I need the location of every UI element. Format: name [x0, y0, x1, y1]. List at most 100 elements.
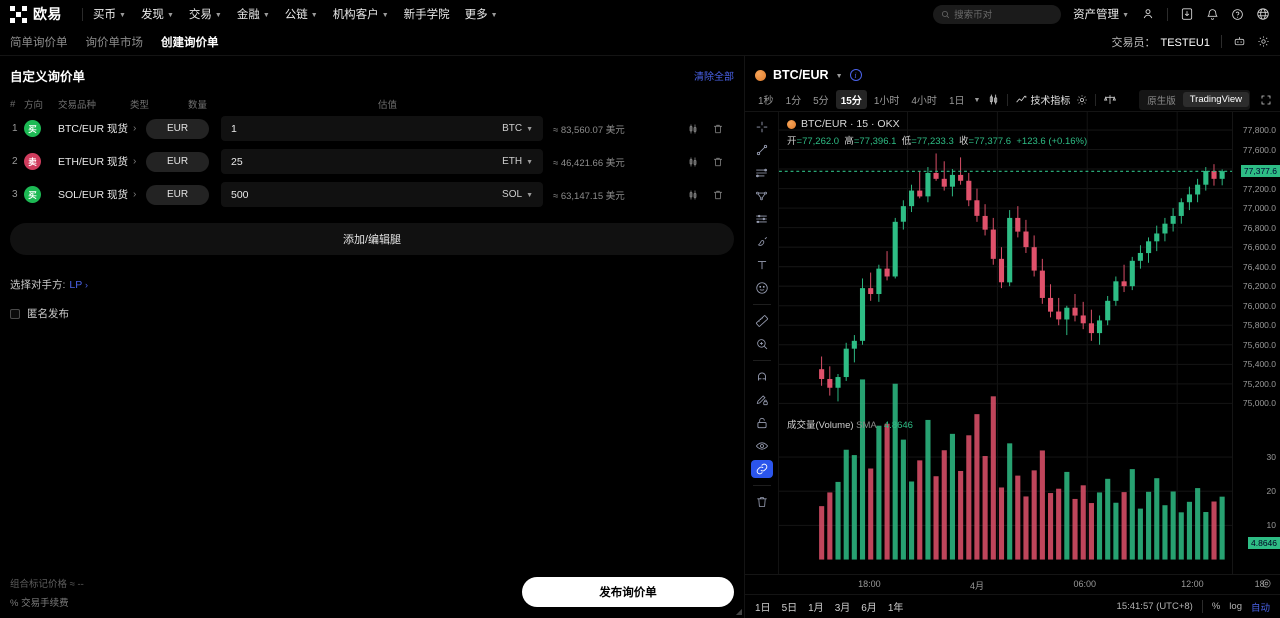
- range-5d[interactable]: 5日: [781, 603, 798, 614]
- axis-settings-icon[interactable]: [1261, 578, 1272, 589]
- quantity-currency-selector[interactable]: SOL ▼: [502, 189, 533, 200]
- emoji-icon[interactable]: [751, 279, 773, 297]
- direction-badge[interactable]: 卖: [24, 153, 41, 170]
- trash-icon[interactable]: [751, 493, 773, 511]
- nav-item-finance[interactable]: 金融 ▼: [237, 6, 270, 22]
- eye-icon[interactable]: [751, 437, 773, 455]
- delete-row-icon[interactable]: [712, 156, 724, 168]
- publish-rfq-button[interactable]: 发布询价单: [522, 577, 734, 607]
- type-selector[interactable]: EUR: [146, 184, 209, 205]
- price-axis[interactable]: 77,800.077,600.077,400.077,200.077,000.0…: [1232, 112, 1280, 574]
- robot-icon[interactable]: [1233, 35, 1246, 48]
- tab-create-rfq[interactable]: 创建询价单: [161, 28, 219, 55]
- nav-item-chain[interactable]: 公链 ▼: [285, 6, 318, 22]
- percent-scale-button[interactable]: %: [1211, 601, 1221, 612]
- indicators-label[interactable]: 技术指标: [1030, 96, 1071, 107]
- download-icon[interactable]: [1180, 7, 1194, 21]
- clear-all-button[interactable]: 清除全部: [694, 71, 734, 83]
- help-icon[interactable]: [1231, 8, 1244, 21]
- chart-settings-gear-icon[interactable]: [1076, 94, 1088, 106]
- anonymous-publish-row[interactable]: 匿名发布: [10, 306, 734, 321]
- timeframe-1s[interactable]: 1秒: [758, 96, 774, 107]
- time-axis[interactable]: 18:00 4月 06:00 12:00 18:: [745, 574, 1280, 594]
- candle-chart-icon[interactable]: [687, 156, 699, 168]
- add-edit-leg-button[interactable]: 添加/编辑腿: [10, 223, 734, 255]
- candle-chart-icon[interactable]: [687, 123, 699, 135]
- mode-native[interactable]: 原生版: [1147, 95, 1176, 107]
- timeframe-1h[interactable]: 1小时: [873, 96, 900, 107]
- range-1mo[interactable]: 1月: [808, 603, 824, 614]
- search-input[interactable]: 搜索币对: [933, 4, 1062, 24]
- indicators-icon[interactable]: [1015, 93, 1028, 106]
- nav-item-more[interactable]: 更多 ▼: [465, 6, 498, 22]
- link-icon[interactable]: [750, 460, 773, 478]
- direction-cell[interactable]: 买: [24, 186, 58, 203]
- counterparty-selector[interactable]: LP ›: [69, 279, 88, 291]
- timeframe-4h[interactable]: 4小时: [911, 96, 937, 107]
- direction-badge[interactable]: 买: [24, 186, 41, 203]
- pencil-lock-icon[interactable]: [751, 391, 773, 409]
- log-scale-button[interactable]: log: [1229, 601, 1242, 612]
- fib-icon[interactable]: [751, 210, 773, 228]
- notifications-bell-icon[interactable]: [1206, 8, 1219, 21]
- pitchfork-icon[interactable]: [751, 187, 773, 205]
- fullscreen-icon[interactable]: [1260, 94, 1272, 106]
- resize-grip-icon[interactable]: ◢: [735, 607, 742, 616]
- table-row[interactable]: 1 买 BTC/EUR 现货 › EUR 1 BTC ▼: [8, 114, 736, 143]
- type-selector[interactable]: EUR: [146, 151, 209, 172]
- tab-rfq-market[interactable]: 询价单市场: [86, 28, 144, 55]
- info-icon[interactable]: i: [849, 69, 862, 81]
- quantity-currency-selector[interactable]: ETH ▼: [502, 156, 533, 167]
- language-globe-icon[interactable]: [1256, 7, 1270, 21]
- instrument-cell[interactable]: BTC/EUR 现货 ›: [58, 121, 146, 136]
- quantity-input[interactable]: 1 BTC ▼: [221, 116, 543, 141]
- user-account-icon[interactable]: [1141, 7, 1155, 21]
- table-row[interactable]: 2 卖 ETH/EUR 现货 › EUR 25 ETH ▼: [8, 147, 736, 176]
- trendline-icon[interactable]: [751, 141, 773, 159]
- type-selector[interactable]: EUR: [146, 118, 209, 139]
- range-1d[interactable]: 1日: [755, 603, 771, 614]
- timeframe-1m[interactable]: 1分: [785, 96, 802, 107]
- nav-item-trade[interactable]: 交易 ▼: [189, 6, 222, 22]
- anonymous-checkbox[interactable]: [10, 308, 20, 319]
- asset-management-menu[interactable]: 资产管理 ▼: [1073, 6, 1129, 22]
- brand-logo[interactable]: 欧易: [10, 4, 62, 24]
- tab-simple-rfq[interactable]: 简单询价单: [10, 28, 68, 55]
- direction-cell[interactable]: 买: [24, 120, 58, 137]
- chart-plot[interactable]: BTC/EUR · 15 · OKX 开=77,262.0 高=77,396.1…: [779, 112, 1232, 574]
- timeframe-5m[interactable]: 5分: [813, 96, 829, 107]
- delete-row-icon[interactable]: [712, 123, 724, 135]
- instrument-cell[interactable]: ETH/EUR 现货 ›: [58, 154, 146, 169]
- chevron-down-icon[interactable]: ▼: [973, 97, 981, 104]
- timeframe-1d[interactable]: 1日: [948, 96, 965, 107]
- candle-type-icon[interactable]: [987, 93, 1000, 106]
- settings-gear-icon[interactable]: [1257, 35, 1270, 48]
- horizontal-lines-icon[interactable]: [751, 164, 773, 182]
- range-3mo[interactable]: 3月: [834, 603, 851, 614]
- range-6mo[interactable]: 6月: [861, 603, 877, 614]
- quantity-input[interactable]: 25 ETH ▼: [221, 149, 543, 174]
- direction-cell[interactable]: 卖: [24, 153, 58, 170]
- table-row[interactable]: 3 买 SOL/EUR 现货 › EUR 500 SOL ▼: [8, 180, 736, 209]
- nav-item-academy[interactable]: 新手学院: [404, 6, 450, 22]
- brush-icon[interactable]: [751, 233, 773, 251]
- candle-chart-icon[interactable]: [687, 189, 699, 201]
- direction-badge[interactable]: 买: [24, 120, 41, 137]
- magnet-icon[interactable]: [751, 368, 773, 386]
- nav-item-buy-crypto[interactable]: 买币 ▼: [93, 6, 126, 22]
- auto-scale-button[interactable]: 自动: [1250, 602, 1270, 614]
- ruler-icon[interactable]: [751, 312, 773, 330]
- crosshair-icon[interactable]: [751, 118, 773, 136]
- mode-tradingview[interactable]: TradingView: [1182, 92, 1249, 107]
- nav-item-institutional[interactable]: 机构客户 ▼: [333, 6, 389, 22]
- range-1y[interactable]: 1年: [887, 603, 904, 614]
- lock-icon[interactable]: [751, 414, 773, 432]
- quantity-input[interactable]: 500 SOL ▼: [221, 182, 543, 207]
- quantity-currency-selector[interactable]: BTC ▼: [502, 123, 533, 134]
- instrument-cell[interactable]: SOL/EUR 现货 ›: [58, 187, 146, 202]
- timeframe-15m[interactable]: 15分: [835, 90, 867, 109]
- compare-symbols-icon[interactable]: [1103, 93, 1117, 106]
- chevron-down-icon[interactable]: ▼: [835, 72, 843, 80]
- delete-row-icon[interactable]: [712, 189, 724, 201]
- nav-item-discover[interactable]: 发现 ▼: [141, 6, 174, 22]
